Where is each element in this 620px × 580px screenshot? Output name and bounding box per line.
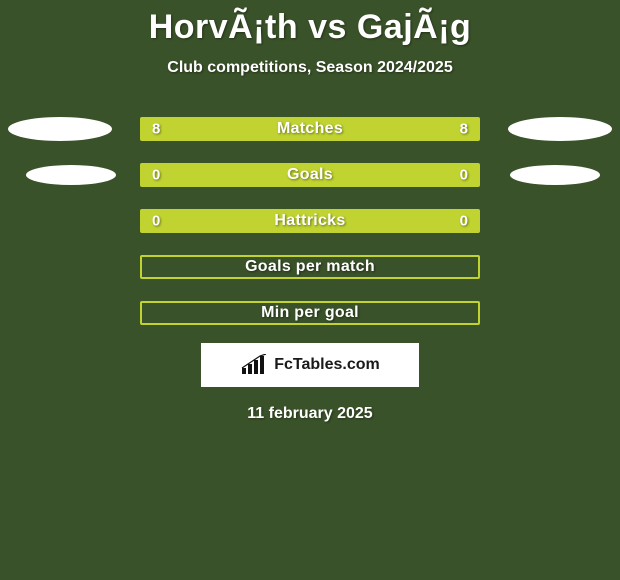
stat-label: Goals per match: [245, 258, 375, 276]
player1-marker: [8, 117, 112, 141]
stat-bar-gpm: Goals per match: [140, 255, 480, 279]
stat-value-right: 0: [460, 213, 468, 230]
stat-value-right: 8: [460, 121, 468, 138]
stat-bar-hattricks: 0 Hattricks 0: [140, 209, 480, 233]
stat-row-goals: 0 Goals 0: [0, 163, 620, 187]
stat-label: Min per goal: [261, 304, 359, 322]
stat-row-hattricks: 0 Hattricks 0: [0, 209, 620, 233]
player1-marker: [26, 165, 116, 185]
stat-row-gpm: Goals per match: [0, 255, 620, 279]
stat-value-left: 0: [152, 213, 160, 230]
date-text: 11 february 2025: [247, 405, 372, 423]
stat-label: Matches: [277, 120, 343, 138]
page-title: HorvÃ¡th vs GajÃ¡g: [149, 8, 472, 47]
stats-list: 8 Matches 8 0 Goals 0 0 Hattricks 0: [0, 117, 620, 325]
player2-marker: [510, 165, 600, 185]
stat-bar-goals: 0 Goals 0: [140, 163, 480, 187]
stat-value-left: 0: [152, 167, 160, 184]
stat-bar-matches: 8 Matches 8: [140, 117, 480, 141]
stat-bar-mpg: Min per goal: [140, 301, 480, 325]
bars-icon: [240, 354, 268, 376]
stat-label: Hattricks: [274, 212, 345, 230]
stat-row-matches: 8 Matches 8: [0, 117, 620, 141]
stat-value-left: 8: [152, 121, 160, 138]
subtitle: Club competitions, Season 2024/2025: [167, 59, 452, 77]
player2-marker: [508, 117, 612, 141]
brand-text: FcTables.com: [274, 356, 380, 374]
stat-value-right: 0: [460, 167, 468, 184]
stat-row-mpg: Min per goal: [0, 301, 620, 325]
stat-label: Goals: [287, 166, 333, 184]
comparison-card: HorvÃ¡th vs GajÃ¡g Club competitions, Se…: [0, 0, 620, 423]
brand-badge: FcTables.com: [201, 343, 419, 387]
